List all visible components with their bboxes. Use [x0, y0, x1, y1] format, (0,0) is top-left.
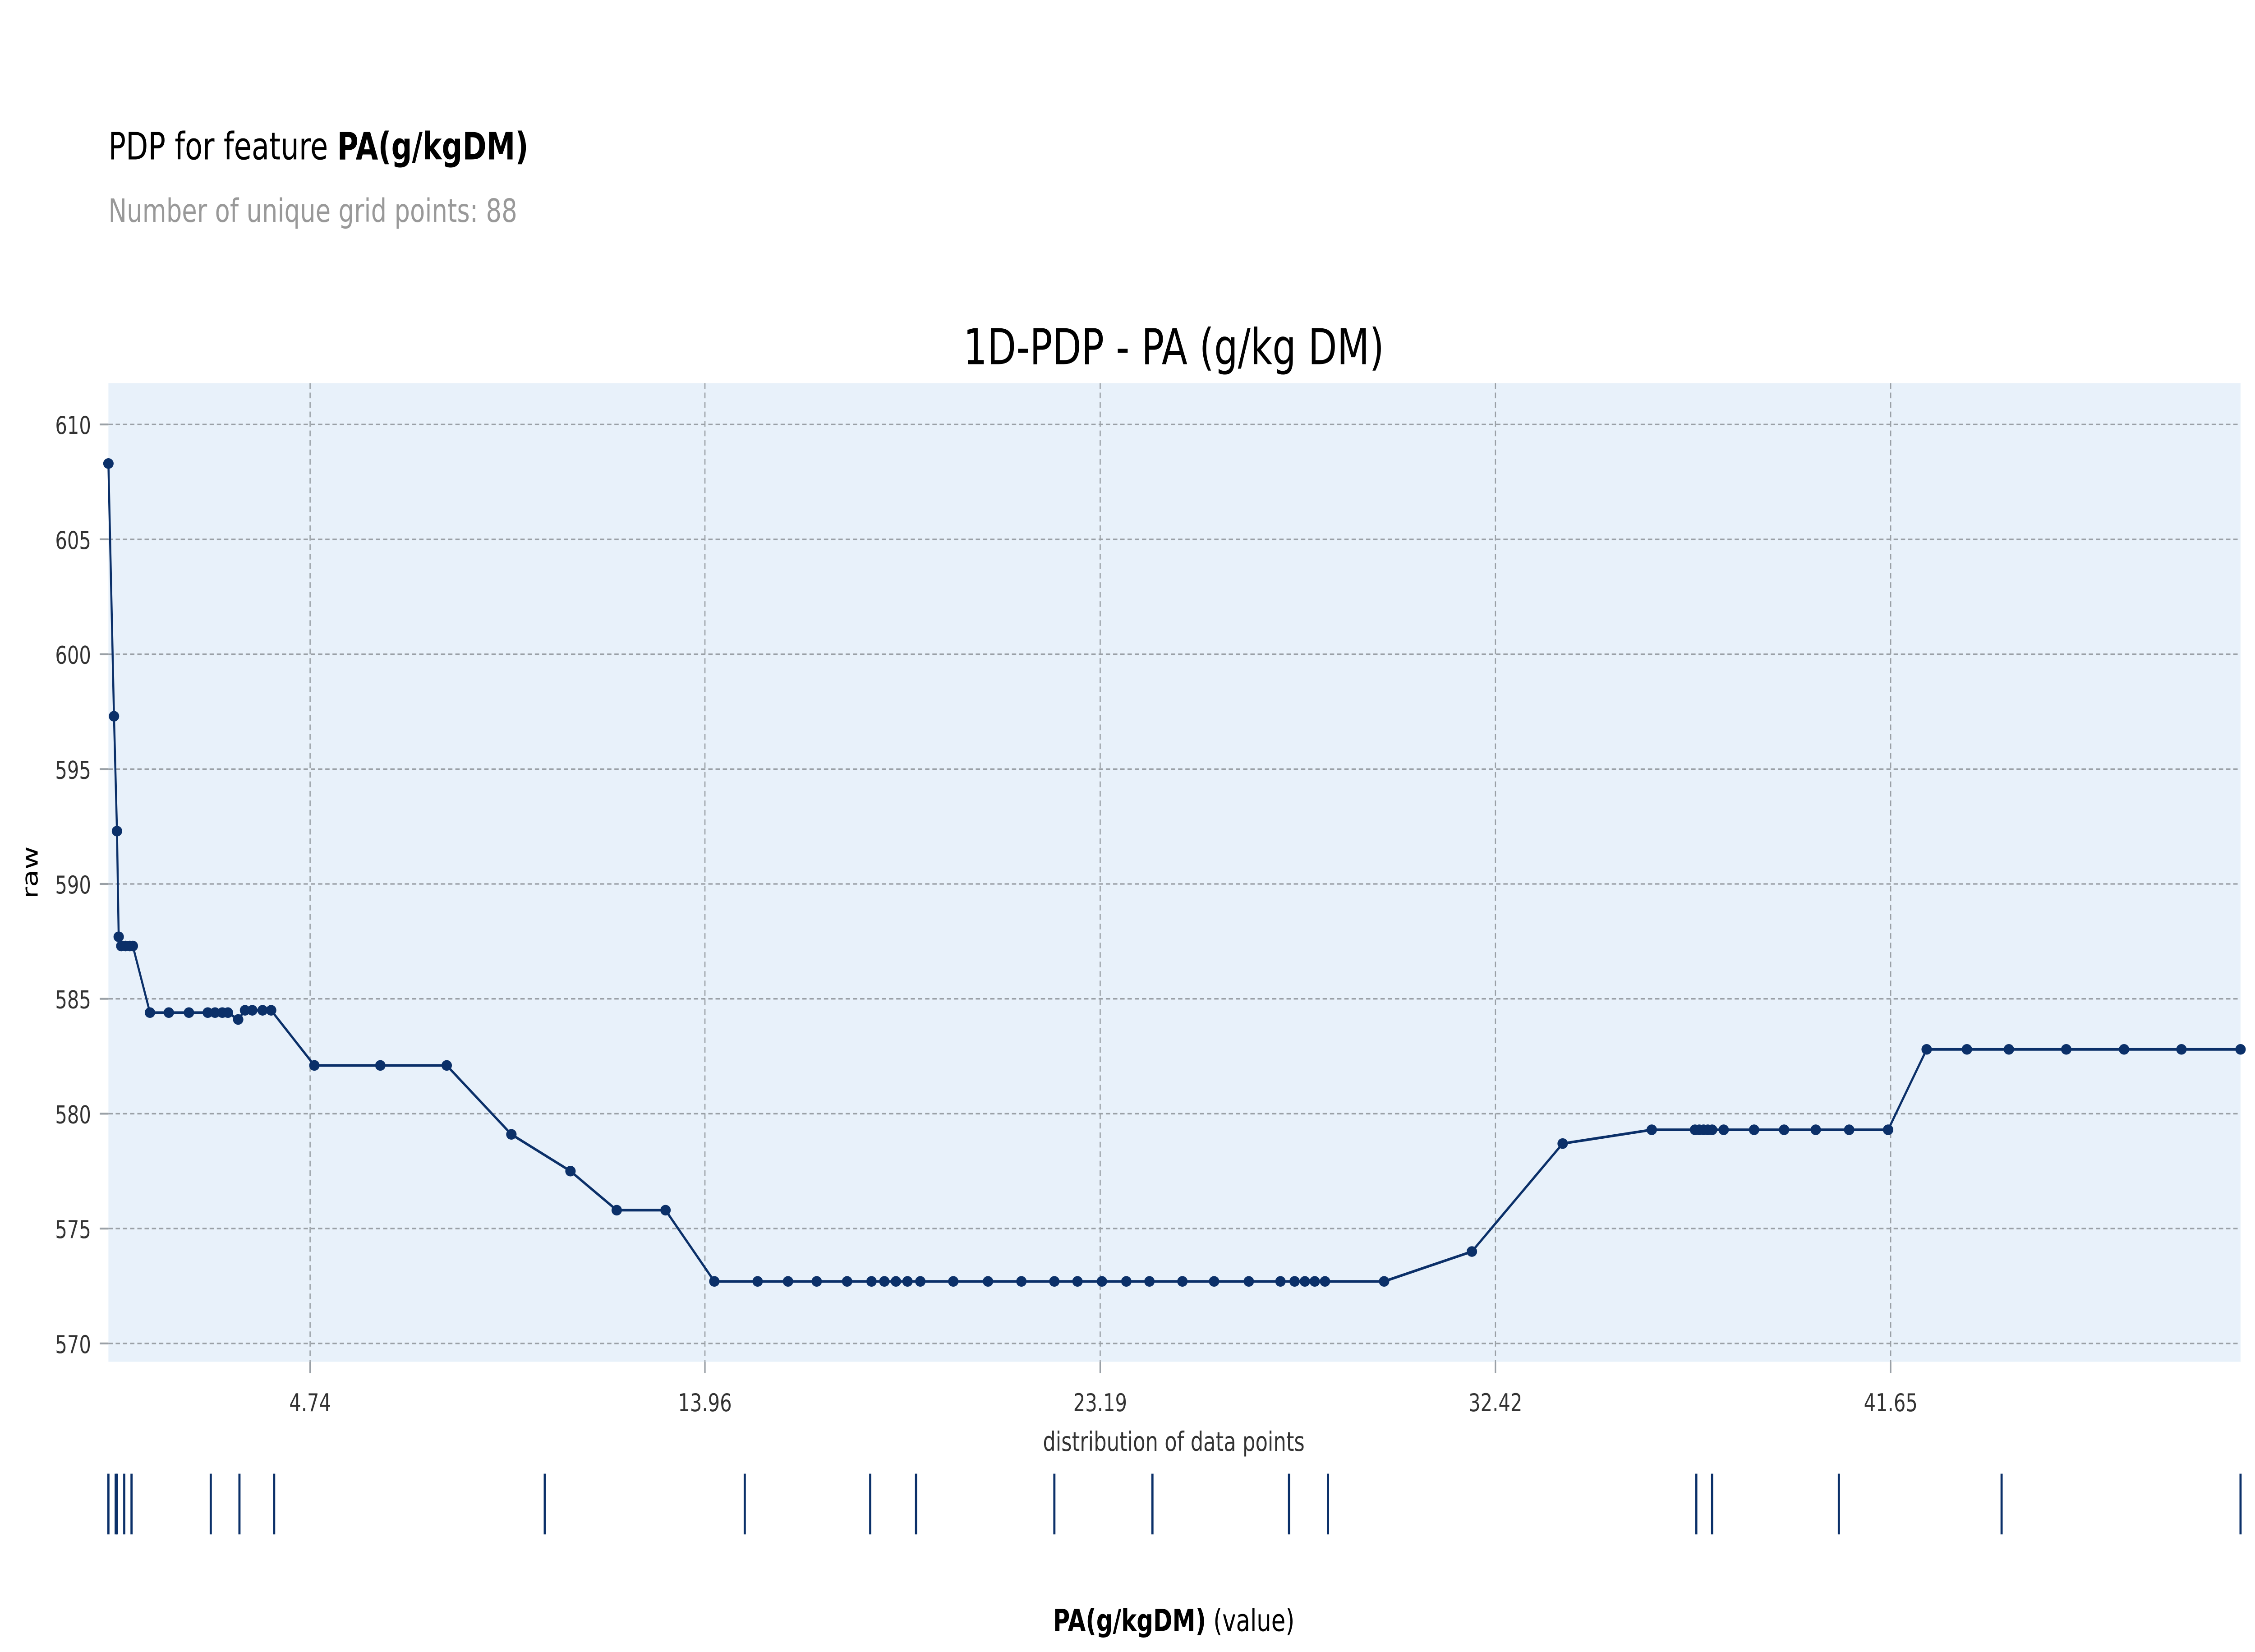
data-point	[239, 1005, 250, 1016]
data-point	[375, 1060, 386, 1071]
data-point	[1779, 1124, 1790, 1135]
data-point	[1096, 1276, 1107, 1287]
data-point	[111, 826, 122, 837]
data-point	[565, 1165, 576, 1177]
data-point	[266, 1005, 276, 1016]
data-point	[1177, 1276, 1188, 1287]
y-tick-label: 600	[55, 641, 91, 670]
data-point	[1810, 1124, 1821, 1135]
y-tick-label: 575	[55, 1216, 91, 1244]
data-point	[247, 1005, 258, 1016]
y-axis-label: raw	[18, 846, 43, 898]
x-tick-label: 13.96	[678, 1389, 732, 1417]
data-point	[1718, 1124, 1729, 1135]
y-tick-label: 590	[55, 871, 91, 900]
data-point	[983, 1276, 994, 1287]
data-point	[184, 1007, 194, 1018]
data-point	[1072, 1276, 1083, 1287]
data-point	[127, 940, 138, 952]
data-point	[1844, 1124, 1855, 1135]
page-subtitle: Number of unique grid points: 88	[108, 192, 517, 230]
data-point	[103, 458, 114, 469]
x-tick-label: 23.19	[1073, 1389, 1127, 1417]
axis-ticks: 570 575 580 585 590 595 600 605 610 4.74 13.96 23.1…	[55, 412, 1917, 1417]
data-point	[2061, 1044, 2072, 1055]
data-point	[1121, 1276, 1132, 1287]
y-tick-label: 595	[55, 756, 91, 785]
data-point	[109, 711, 120, 722]
data-point	[866, 1276, 877, 1287]
data-point	[257, 1005, 268, 1016]
data-point	[1275, 1276, 1286, 1287]
chart-title: 1D-PDP - PA (g/kg DM)	[963, 318, 1384, 376]
data-point	[1646, 1124, 1657, 1135]
x-axis-label: PA(g/kgDM) (value)	[1053, 1603, 1295, 1639]
y-tick-label: 605	[55, 526, 91, 555]
data-point	[309, 1060, 320, 1071]
rug-plot	[107, 1473, 2242, 1535]
data-point	[1557, 1138, 1568, 1149]
data-point	[915, 1276, 926, 1287]
data-point	[879, 1276, 890, 1287]
data-point	[506, 1129, 517, 1140]
data-point	[709, 1276, 720, 1287]
data-point	[1049, 1276, 1060, 1287]
data-point	[842, 1276, 852, 1287]
data-point	[660, 1205, 671, 1216]
data-point	[890, 1276, 902, 1287]
grid-lines	[108, 383, 2241, 1362]
data-point	[222, 1007, 233, 1018]
data-point	[1299, 1276, 1310, 1287]
rug-title: distribution of data points	[1043, 1427, 1304, 1458]
data-point	[441, 1060, 452, 1071]
y-tick-label: 580	[55, 1101, 91, 1129]
data-point	[1144, 1276, 1155, 1287]
data-point	[902, 1276, 913, 1287]
data-point	[163, 1007, 174, 1018]
data-point	[611, 1205, 622, 1216]
y-tick-label: 570	[55, 1330, 91, 1359]
data-point	[1467, 1246, 1477, 1257]
x-tick-label: 4.74	[289, 1389, 331, 1417]
data-point	[113, 931, 124, 942]
data-point	[202, 1007, 213, 1018]
data-point	[233, 1014, 244, 1025]
data-point	[2235, 1044, 2246, 1055]
page-title: PDP for feature PA(g/kgDM)	[108, 124, 528, 169]
data-point	[1749, 1124, 1759, 1135]
y-tick-label: 610	[55, 412, 91, 440]
data-point	[782, 1276, 793, 1287]
data-point	[210, 1007, 221, 1018]
y-tick-label: 585	[55, 986, 91, 1014]
data-point	[1921, 1044, 1932, 1055]
data-point	[1016, 1276, 1027, 1287]
data-point	[144, 1007, 156, 1018]
data-point	[1309, 1276, 1320, 1287]
data-point	[2176, 1044, 2187, 1055]
data-point	[1320, 1276, 1330, 1287]
data-point	[1289, 1276, 1300, 1287]
x-tick-label: 41.65	[1864, 1389, 1918, 1417]
data-point	[752, 1276, 763, 1287]
data-point	[811, 1276, 822, 1287]
pdp-points	[103, 458, 2246, 1287]
data-point	[948, 1276, 959, 1287]
plot-area	[108, 383, 2241, 1362]
data-point	[1243, 1276, 1254, 1287]
data-point	[2119, 1044, 2130, 1055]
data-point	[1961, 1044, 1972, 1055]
data-point	[1379, 1276, 1390, 1287]
data-point	[1707, 1124, 1717, 1135]
data-point	[1209, 1276, 1220, 1287]
data-point	[1882, 1124, 1894, 1135]
x-tick-label: 32.42	[1468, 1389, 1522, 1417]
data-point	[2003, 1044, 2014, 1055]
